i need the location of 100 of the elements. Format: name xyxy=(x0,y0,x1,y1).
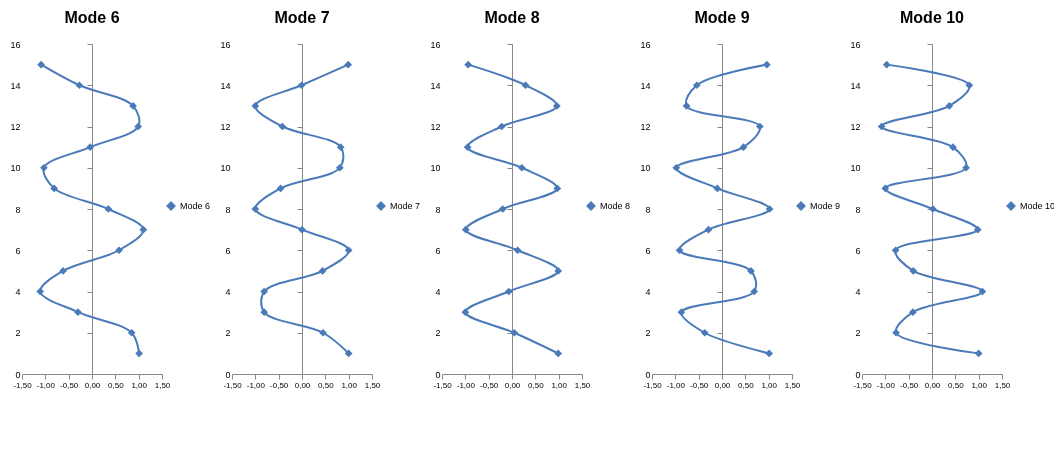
point xyxy=(50,184,59,193)
y-tick-label: 12 xyxy=(430,122,441,132)
y-tick-label: 6 xyxy=(855,245,861,256)
point xyxy=(75,81,84,90)
point xyxy=(965,81,974,90)
y-tick-label: 16 xyxy=(10,39,21,50)
y-tick-label: 2 xyxy=(15,328,21,339)
point xyxy=(129,102,137,110)
x-tick-label: 0,50 xyxy=(108,380,125,390)
x-tick-label: 1,00 xyxy=(761,380,778,390)
point xyxy=(765,349,774,358)
point xyxy=(700,328,709,337)
x-tick-label: 0,00 xyxy=(84,380,101,390)
x-tick-label: 0,50 xyxy=(738,380,755,390)
chart-title: Mode 10 xyxy=(899,9,965,26)
point xyxy=(881,184,890,193)
y-tick-label: 10 xyxy=(220,163,231,174)
y-tick-label: 6 xyxy=(15,245,21,256)
y-tick-label: 8 xyxy=(225,204,231,215)
y-tick-label: 10 xyxy=(430,163,441,174)
y-tick-label: 2 xyxy=(855,328,861,339)
point xyxy=(554,267,563,275)
point xyxy=(251,205,260,213)
x-tick-label: 0,50 xyxy=(948,380,965,390)
x-tick-label: 1,50 xyxy=(574,380,591,390)
point xyxy=(973,225,982,234)
point xyxy=(40,163,48,172)
point xyxy=(497,122,506,131)
y-tick-label: 16 xyxy=(220,39,231,50)
point xyxy=(909,267,918,275)
x-tick-label: -1,00 xyxy=(666,380,686,390)
y-tick-label: 4 xyxy=(435,287,441,297)
y-tick-label: 0 xyxy=(855,369,861,380)
y-tick-label: 6 xyxy=(645,245,651,256)
y-tick-label: 0 xyxy=(225,369,231,380)
y-tick-label: 10 xyxy=(850,163,861,174)
point xyxy=(553,184,562,193)
y-tick-label: 16 xyxy=(850,39,861,50)
x-tick-label: -1,00 xyxy=(456,380,476,390)
x-tick-label: 1,50 xyxy=(364,380,381,390)
point xyxy=(974,349,983,358)
point xyxy=(521,81,530,90)
y-tick-label: 12 xyxy=(640,122,651,132)
x-tick-label: 0,00 xyxy=(714,380,731,390)
y-tick-label: 6 xyxy=(435,245,441,256)
point xyxy=(37,60,46,69)
x-tick-label: -1,00 xyxy=(36,380,56,390)
point xyxy=(765,205,774,213)
x-tick-label: -1,50 xyxy=(223,380,243,390)
point xyxy=(461,308,470,316)
chart-title: Mode 6 xyxy=(64,9,120,26)
point xyxy=(682,102,691,110)
y-tick-label: 14 xyxy=(220,80,231,91)
y-tick-label: 4 xyxy=(855,287,861,297)
y-tick-label: 6 xyxy=(225,245,231,256)
point xyxy=(672,163,681,172)
y-tick-label: 4 xyxy=(225,287,231,297)
point xyxy=(115,246,123,255)
x-tick-label: 0,00 xyxy=(504,380,521,390)
y-tick-label: 14 xyxy=(850,80,861,91)
y-tick-label: 8 xyxy=(15,204,21,215)
y-tick-label: 10 xyxy=(10,163,21,174)
x-tick-label: 1,00 xyxy=(341,380,358,390)
x-tick-label: 1,50 xyxy=(154,380,171,390)
y-tick-label: 4 xyxy=(645,287,651,297)
point xyxy=(461,225,470,234)
x-tick-label: -0,50 xyxy=(480,380,499,390)
point xyxy=(127,328,136,337)
point xyxy=(260,287,269,296)
point xyxy=(336,143,345,151)
chart-title: Mode 8 xyxy=(484,9,540,26)
y-tick-label: 16 xyxy=(430,39,441,50)
y-tick-label: 0 xyxy=(645,369,651,380)
point xyxy=(319,328,327,337)
y-tick-label: 8 xyxy=(435,204,441,215)
point xyxy=(344,349,353,358)
y-tick-label: 16 xyxy=(640,39,651,50)
point xyxy=(962,163,970,172)
y-tick-label: 14 xyxy=(640,80,651,91)
point xyxy=(882,60,891,69)
point xyxy=(517,163,526,172)
point xyxy=(463,143,472,151)
legend-label: Mode 8 xyxy=(600,201,631,211)
x-tick-label: -1,50 xyxy=(853,380,873,390)
point xyxy=(104,205,113,213)
x-tick-label: -1,00 xyxy=(246,380,266,390)
y-tick-label: 12 xyxy=(850,122,861,132)
y-tick-label: 12 xyxy=(10,122,21,132)
point xyxy=(747,267,755,275)
point xyxy=(135,349,144,358)
x-tick-label: -1,50 xyxy=(13,380,33,390)
point xyxy=(86,143,95,151)
legend-label: Mode 7 xyxy=(390,201,421,211)
x-tick-label: -1,50 xyxy=(433,380,453,390)
point xyxy=(335,163,344,172)
x-tick-label: 1,00 xyxy=(131,380,148,390)
point xyxy=(908,308,917,316)
point xyxy=(675,246,684,255)
x-tick-label: 1,50 xyxy=(994,380,1011,390)
legend-label: Mode 9 xyxy=(810,201,841,211)
